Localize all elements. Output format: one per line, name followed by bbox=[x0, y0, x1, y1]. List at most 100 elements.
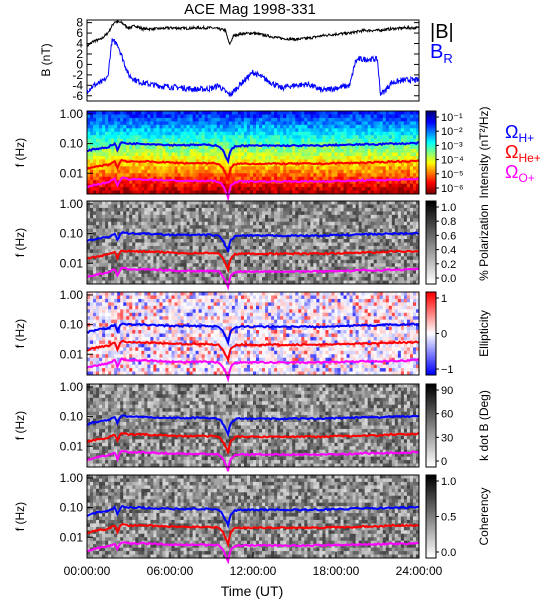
spectro-cell bbox=[114, 138, 118, 143]
spectro-cell bbox=[87, 111, 91, 115]
spectro-ytick-label: 1.00 bbox=[60, 107, 84, 121]
spectro-cell bbox=[147, 173, 151, 178]
spectro-cell bbox=[174, 273, 178, 278]
spectro-cell bbox=[222, 162, 227, 167]
spectro-cell bbox=[138, 183, 142, 188]
spectro-cell bbox=[361, 225, 366, 230]
spectro-cell bbox=[156, 270, 160, 275]
spectro-cell bbox=[216, 166, 221, 171]
spectro-cell bbox=[379, 149, 384, 153]
spectro-cell bbox=[256, 173, 260, 178]
spectro-cell bbox=[201, 124, 206, 129]
spectro-cell bbox=[403, 114, 408, 119]
colorbar-step bbox=[426, 135, 436, 139]
spectro-cell bbox=[189, 214, 194, 219]
spectro-cell bbox=[123, 128, 127, 133]
spectro-cell bbox=[265, 173, 269, 178]
spectro-cell bbox=[268, 242, 272, 247]
spectro-cell bbox=[195, 187, 200, 191]
spectro-cell bbox=[99, 218, 103, 223]
spectro-cell bbox=[376, 152, 381, 157]
spectro-cell bbox=[204, 169, 209, 174]
spectro-cell bbox=[135, 166, 139, 171]
spectro-cell bbox=[201, 266, 206, 271]
spectro-cell bbox=[192, 149, 197, 153]
spectro-cell bbox=[307, 149, 311, 153]
spectro-cell bbox=[367, 225, 372, 230]
colorbar-step bbox=[426, 183, 436, 187]
spectro-cell bbox=[120, 128, 124, 133]
spectro-cell bbox=[364, 211, 369, 216]
spectro-cell bbox=[346, 277, 350, 281]
spectro-cell bbox=[171, 211, 175, 216]
spectro-cell bbox=[283, 204, 287, 209]
spectro-cell bbox=[337, 273, 341, 278]
spectro-cell bbox=[355, 180, 360, 185]
spectro-cell bbox=[268, 201, 272, 205]
spectro-cell bbox=[222, 180, 227, 185]
spectro-cell bbox=[310, 249, 314, 254]
spectro-cell bbox=[243, 142, 248, 146]
spectro-cell bbox=[403, 121, 408, 126]
spectro-cell bbox=[111, 207, 115, 212]
spectro-cell bbox=[150, 214, 154, 219]
spectro-cell bbox=[283, 245, 287, 250]
spectro-cell bbox=[171, 124, 175, 129]
spectro-cell bbox=[295, 190, 299, 195]
spectro-cell bbox=[256, 263, 260, 268]
spectro-cell bbox=[99, 131, 103, 136]
spectro-cell bbox=[126, 270, 130, 275]
spectro-cell bbox=[132, 280, 136, 285]
spectro-cell bbox=[289, 159, 293, 164]
spectro-cell bbox=[265, 124, 269, 129]
spectro-cell bbox=[219, 228, 224, 233]
spectro-cell bbox=[259, 201, 263, 205]
spectro-cell bbox=[361, 242, 366, 247]
spectro-cell bbox=[361, 190, 366, 195]
spectro-cell bbox=[397, 131, 402, 136]
spectro-cell bbox=[174, 235, 178, 240]
spectro-cell bbox=[319, 159, 323, 164]
spectro-cell bbox=[174, 280, 178, 285]
spectro-cell bbox=[322, 124, 326, 129]
spectro-cell bbox=[231, 152, 236, 157]
spectro-cell bbox=[310, 124, 314, 129]
spectro-cell bbox=[180, 228, 184, 233]
spectro-cell bbox=[159, 273, 163, 278]
spectro-cell bbox=[225, 201, 230, 205]
spectro-cell bbox=[132, 111, 136, 115]
spectro-cell bbox=[120, 259, 124, 264]
spectro-cell bbox=[105, 111, 109, 115]
spectro-cell bbox=[201, 207, 206, 212]
spectro-cell bbox=[304, 187, 308, 191]
spectro-cell bbox=[234, 169, 239, 174]
spectro-cell bbox=[222, 280, 227, 285]
spectro-cell bbox=[304, 228, 308, 233]
spectro-cell bbox=[207, 190, 212, 195]
spectro-cell bbox=[400, 138, 405, 143]
spectro-cell bbox=[96, 187, 100, 191]
spectro-cell bbox=[189, 149, 194, 153]
spectro-cell bbox=[352, 221, 357, 226]
spectro-cell bbox=[237, 228, 242, 233]
spectro-cell bbox=[210, 142, 215, 146]
spectro-cell bbox=[123, 152, 127, 157]
spectro-cell bbox=[180, 252, 184, 257]
spectro-cell bbox=[340, 187, 344, 191]
spectro-cell bbox=[295, 183, 299, 188]
colorbar-step bbox=[426, 181, 436, 185]
spectro-cell bbox=[301, 214, 305, 219]
spectro-cell bbox=[243, 225, 248, 230]
spectro-cell bbox=[198, 114, 203, 119]
spectro-cell bbox=[283, 252, 287, 257]
spectro-cell bbox=[322, 117, 326, 122]
spectro-cell bbox=[216, 169, 221, 174]
spectro-cell bbox=[409, 145, 414, 150]
spectro-cell bbox=[310, 235, 314, 240]
spectro-cell bbox=[400, 149, 405, 153]
spectro-cell bbox=[156, 214, 160, 219]
spectro-cell bbox=[138, 152, 142, 157]
spectro-cell bbox=[144, 280, 148, 285]
spectro-cell bbox=[316, 159, 320, 164]
spectro-cell bbox=[277, 225, 281, 230]
